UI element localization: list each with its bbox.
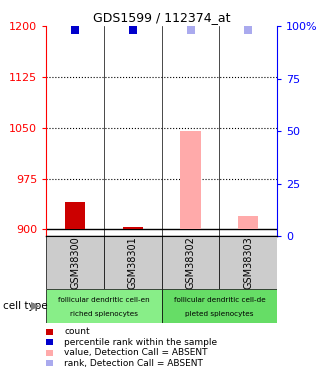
FancyBboxPatch shape (46, 289, 162, 322)
Text: cell type: cell type (3, 301, 48, 310)
Text: value, Detection Call = ABSENT: value, Detection Call = ABSENT (64, 348, 208, 357)
Text: count: count (64, 327, 90, 336)
Text: GSM38300: GSM38300 (70, 236, 80, 289)
Text: GSM38302: GSM38302 (185, 236, 196, 289)
FancyBboxPatch shape (162, 289, 277, 322)
Text: rank, Detection Call = ABSENT: rank, Detection Call = ABSENT (64, 359, 203, 368)
FancyBboxPatch shape (104, 236, 162, 289)
Text: follicular dendritic cell-en: follicular dendritic cell-en (58, 297, 150, 303)
Text: pleted splenocytes: pleted splenocytes (185, 311, 254, 317)
Text: riched splenocytes: riched splenocytes (70, 311, 138, 317)
Title: GDS1599 / 112374_at: GDS1599 / 112374_at (93, 11, 230, 24)
Text: GSM38303: GSM38303 (243, 236, 253, 289)
Text: percentile rank within the sample: percentile rank within the sample (64, 338, 217, 347)
Point (130, 27, 135, 33)
Point (73, 27, 78, 33)
Bar (238, 216, 258, 229)
Bar (181, 130, 201, 230)
Text: ▶: ▶ (31, 301, 40, 310)
FancyBboxPatch shape (46, 236, 104, 289)
Bar (65, 202, 85, 229)
Point (188, 27, 193, 33)
Point (246, 27, 251, 33)
Bar (123, 228, 143, 230)
Text: GSM38301: GSM38301 (128, 236, 138, 289)
FancyBboxPatch shape (219, 236, 277, 289)
FancyBboxPatch shape (162, 236, 219, 289)
Text: follicular dendritic cell-de: follicular dendritic cell-de (174, 297, 265, 303)
